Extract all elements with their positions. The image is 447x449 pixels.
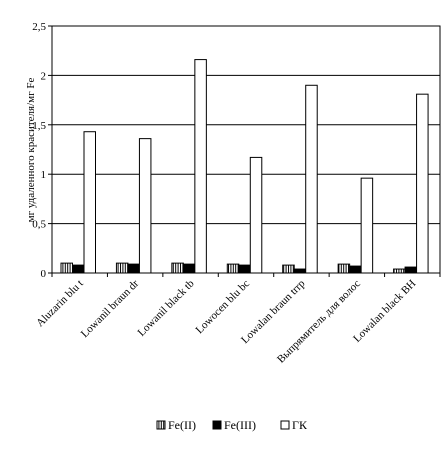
y-tick-label: 0,5: [32, 219, 46, 231]
bar-fe2-6: [337, 263, 351, 274]
bar-gk-6: [360, 177, 374, 274]
legend: Fe(II) Fe(III) ГК: [156, 418, 308, 432]
bar-fe2-3: [171, 262, 184, 274]
legend-swatch: [280, 420, 290, 430]
y-tick-label: 2,5: [32, 21, 46, 33]
bar-gk-5: [305, 84, 318, 274]
bar-fe2-7: [393, 268, 406, 274]
y-tick-label: 2: [41, 70, 47, 82]
bar-fe3-2: [127, 263, 140, 274]
bar-fe3-4: [238, 264, 251, 274]
plot-area: 0 0,5 1 1,5 2 2,5 мг удаленного красителя/мг F…: [25, 21, 441, 366]
plot-border: [51, 25, 441, 274]
bar-fe3-1: [72, 264, 85, 274]
category-label: Aluzarin blu t: [34, 278, 86, 330]
bar-gk-3: [194, 59, 207, 274]
bar-fe2-2: [115, 262, 129, 274]
bar-fe2-1: [60, 262, 73, 274]
bar-fe2-4: [226, 263, 240, 274]
bar-fe3-7: [404, 266, 418, 274]
y-tick-label: 1,5: [32, 120, 46, 132]
y-axis-title: мг удаленного красителя/мг Fe: [25, 78, 37, 223]
legend-label: ГК: [292, 418, 308, 432]
category-label: Lowocen blu bc: [194, 278, 253, 337]
legend-label: Fe(III): [224, 418, 256, 432]
legend-swatch: [156, 420, 166, 430]
bar-gk-7: [416, 93, 429, 274]
y-tick-label: 0: [41, 268, 47, 280]
bar-gk-1: [83, 131, 96, 274]
bar-fe2-5: [282, 264, 295, 274]
legend-label: Fe(II): [168, 418, 196, 432]
category-label: Lowanil black tb: [135, 277, 197, 339]
bar-gk-4: [249, 156, 263, 274]
bar-fe3-6: [349, 265, 362, 274]
bar-fe3-3: [182, 263, 196, 274]
bar-gk-2: [138, 138, 152, 274]
category-label: Lowanil braun dr: [79, 277, 142, 340]
legend-swatch: [212, 420, 222, 430]
bar-fe3-5: [293, 268, 307, 274]
y-tick-label: 1: [41, 169, 47, 181]
